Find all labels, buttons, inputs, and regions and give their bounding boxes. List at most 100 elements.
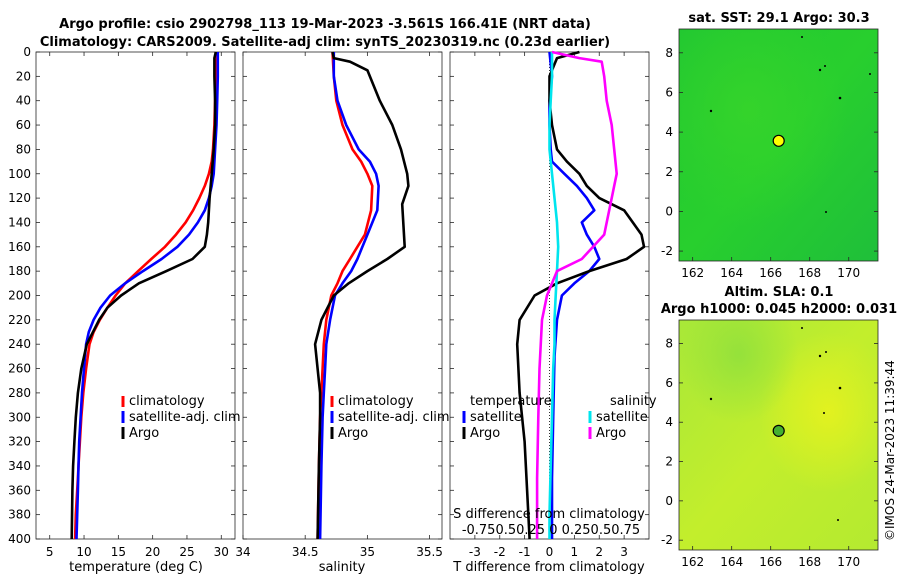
y-tick-label: 240 (8, 337, 31, 351)
map-x-tick-label: 166 (759, 555, 782, 569)
x-tick-label: 35.5 (416, 545, 443, 559)
island-dot (837, 519, 839, 521)
sal-legend-climatology-label: climatology (338, 394, 414, 409)
map-x-tick-label: 170 (837, 555, 860, 569)
sla-argo-marker (772, 424, 785, 437)
sst-map-y-ticks: -2 0 2 4 6 8 (661, 46, 878, 258)
salinity-axes-box (242, 51, 443, 540)
x-tick-label: -1 (519, 545, 531, 559)
map-x-tick-label: 162 (681, 555, 704, 569)
y-tick-label: 380 (8, 508, 31, 522)
series-line-salinity-satellite (548, 52, 560, 539)
series-line-satellite-adj-clim (318, 52, 380, 540)
island-dot (825, 351, 827, 353)
figure-title-line1: Argo profile: csio 2902798_113 19-Mar-20… (59, 17, 591, 32)
y-tick-label: 40 (16, 94, 31, 108)
y-tick-label: 400 (8, 532, 31, 546)
series-line-satellite-adj-clim (75, 52, 220, 540)
difference-panel: -3 -2 -1 0 1 2 3 T difference from climatology… (449, 50, 657, 575)
map-y-tick-label: 4 (665, 125, 673, 139)
map-y-tick-label: 0 (665, 204, 673, 218)
y-tick-label: 20 (16, 69, 31, 83)
x-tick-label: 35 (360, 545, 375, 559)
map-y-tick-label: 6 (665, 376, 673, 390)
figure-title-line2: Climatology: CARS2009. Satellite-adj cli… (40, 35, 610, 50)
y-tick-label: 320 (8, 435, 31, 449)
island-dot (823, 412, 825, 414)
island-dot (869, 73, 871, 75)
temperature-panel: 0 20 40 60 80 100 120 140 160 180 200 220 240 260 280 3… (8, 45, 241, 575)
x-tick-label: -2 (494, 545, 506, 559)
island-dot (824, 65, 826, 67)
y-tick-label: 360 (8, 483, 31, 497)
sst-map-islands (709, 36, 871, 213)
y-tick-label: 160 (8, 240, 31, 254)
series-line-salinity-argo (535, 50, 619, 539)
x-tick-label: 10 (76, 545, 91, 559)
legend-satellite-label: satellite-adj. clim (129, 410, 241, 425)
temperature-lines (70, 51, 220, 540)
map-y-tick-label: 2 (665, 455, 673, 469)
x-tick-label: 2 (595, 545, 603, 559)
map-x-tick-label: 168 (798, 266, 821, 280)
sst-map-title: sat. SST: 29.1 Argo: 30.3 (688, 11, 869, 26)
salinity-lines (313, 51, 410, 540)
y-tick-label: 80 (16, 142, 31, 156)
y-tick-label: 140 (8, 215, 31, 229)
salinity-x-label: salinity (319, 560, 366, 575)
sla-map-title-line1: Altim. SLA: 0.1 (725, 285, 834, 300)
x-tick-label: 34 (235, 545, 250, 559)
island-dot (838, 386, 842, 390)
map-y-tick-label: 0 (665, 494, 673, 508)
x-tick-label: 30 (214, 545, 229, 559)
legend-s-satellite-label: satellite (596, 410, 648, 425)
map-y-tick-label: -2 (661, 244, 673, 258)
temperature-legend: climatology satellite-adj. clim Argo (121, 394, 241, 441)
temperature-axes-box (35, 51, 236, 540)
map-x-tick-label: 164 (720, 555, 743, 569)
y-tick-label: 340 (8, 459, 31, 473)
x-tick-label: -3 (469, 545, 481, 559)
legend-temperature-title: temperature (470, 394, 552, 409)
map-x-tick-label: 168 (798, 555, 821, 569)
series-line-argo (70, 51, 218, 540)
difference-legend: temperature salinity satellite Argo sate… (462, 394, 657, 441)
y-tick-label: 180 (8, 264, 31, 278)
series-line-climatology (316, 51, 374, 540)
difference-lines (515, 50, 646, 540)
salinity-x-ticks: 34 34.5 35 35.5 (235, 52, 443, 559)
sal-legend-argo-label: Argo (338, 426, 368, 441)
sst-argo-marker (772, 134, 785, 147)
y-tick-label: 60 (16, 118, 31, 132)
sla-map-frame (678, 319, 879, 551)
s-difference-label: S difference from climatology (453, 507, 645, 522)
sla-map-panel: Altim. SLA: 0.1 Argo h1000: 0.045 h2000:… (661, 285, 897, 569)
temperature-x-label: temperature (deg C) (69, 560, 203, 575)
y-tick-label: 280 (8, 386, 31, 400)
island-dot (818, 354, 822, 358)
sst-map-frame (678, 28, 879, 262)
map-y-tick-label: 6 (665, 85, 673, 99)
map-y-tick-label: 8 (665, 46, 673, 60)
y-tick-label: 260 (8, 362, 31, 376)
map-y-tick-label: 4 (665, 415, 673, 429)
sal-legend-satellite-label: satellite-adj. clim (338, 410, 450, 425)
imos-timestamp: ©IMOS 24-Mar-2023 11:39:44 (883, 360, 897, 541)
series-line-argo (313, 51, 410, 540)
legend-salinity-title: salinity (610, 394, 657, 409)
y-tick-label: 220 (8, 313, 31, 327)
sla-map-y-ticks: -2 0 2 4 6 8 (661, 337, 878, 547)
y-tick-label: 120 (8, 191, 31, 205)
sst-map-x-ticks: 162 164 166 168 170 (681, 257, 860, 280)
map-y-tick-label: -2 (661, 533, 673, 547)
island-dot (801, 36, 803, 38)
map-x-tick-label: 162 (681, 266, 704, 280)
x-tick-label: 1 (571, 545, 579, 559)
sla-map-title-line2: Argo h1000: 0.045 h2000: 0.031 (661, 302, 897, 317)
y-tick-label: 0 (23, 45, 31, 59)
island-dot (838, 96, 842, 100)
x-tick-label: 0 (546, 545, 554, 559)
temperature-y-ticks: 0 20 40 60 80 100 120 140 160 180 200 220 240 260 280 3… (8, 45, 235, 546)
difference-y-ticks (450, 51, 649, 540)
s-difference-ticklabels: -0.750.50.25 0 0.250.50.75 (462, 523, 640, 538)
